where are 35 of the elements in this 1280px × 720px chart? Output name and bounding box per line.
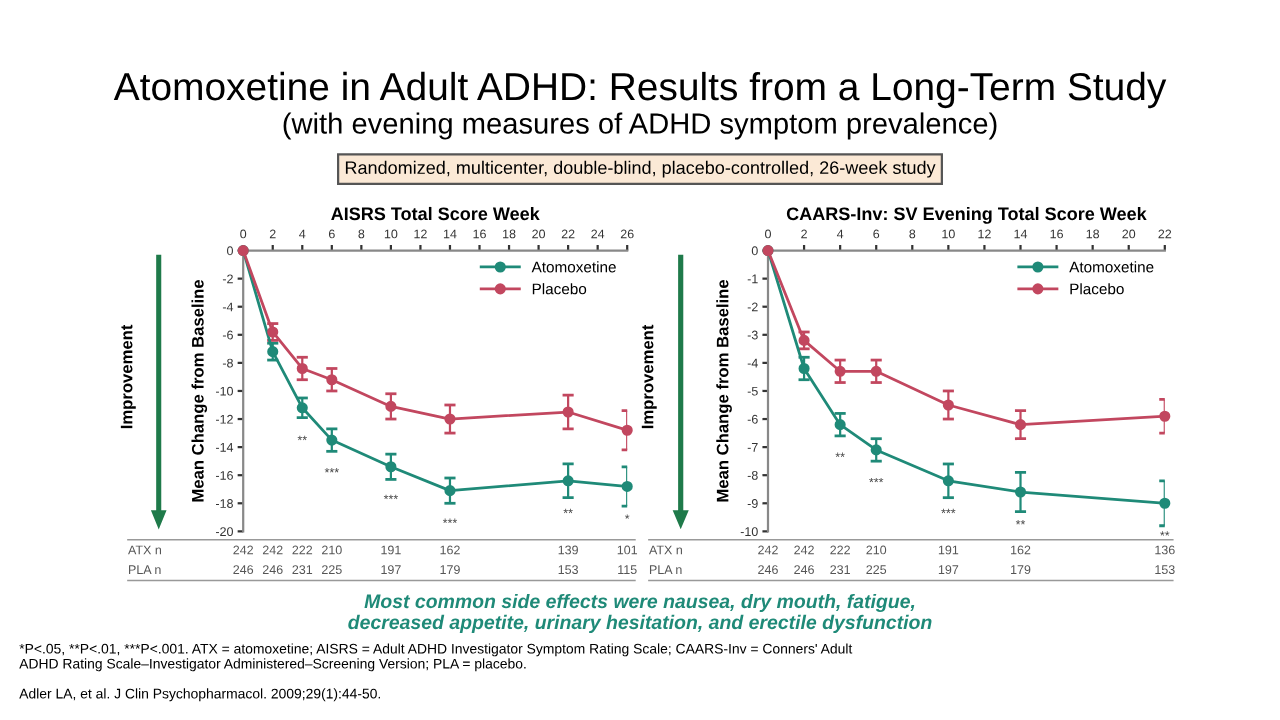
text: Atomoxetine in Adult ADHD: Results from a Long-Term Study bbox=[113, 71, 1167, 109]
point bbox=[870, 365, 882, 377]
point bbox=[444, 485, 456, 497]
text: (with evening measures of ADHD symptom prevalence) bbox=[283, 112, 997, 140]
text: Improvement bbox=[641, 324, 657, 429]
y-axis-title: Mean Change from Baseline bbox=[191, 279, 208, 502]
point bbox=[1014, 486, 1027, 498]
point bbox=[267, 326, 279, 338]
point bbox=[1159, 497, 1171, 509]
point bbox=[267, 346, 279, 358]
point bbox=[444, 413, 456, 425]
y-axis-title: Mean Change from Baseline bbox=[716, 279, 732, 502]
point bbox=[798, 362, 810, 375]
point bbox=[326, 434, 338, 446]
point bbox=[326, 374, 338, 386]
text: Improvement bbox=[120, 324, 136, 429]
point bbox=[385, 400, 397, 412]
text: Randomized, multicenter, double-blind, placebo-controlled, 26-week study bbox=[345, 160, 936, 178]
point bbox=[834, 365, 846, 377]
chart-title: AISRS Total Score Week bbox=[331, 206, 540, 221]
point bbox=[562, 406, 574, 418]
point bbox=[1014, 419, 1027, 431]
point bbox=[296, 362, 308, 375]
point bbox=[385, 461, 397, 473]
point bbox=[296, 402, 308, 414]
point bbox=[834, 419, 846, 431]
point bbox=[621, 480, 633, 492]
chart-title: CAARS-Inv: SV Evening Total Score Week bbox=[786, 206, 1147, 224]
point bbox=[562, 475, 574, 487]
point bbox=[942, 475, 954, 487]
point bbox=[1159, 410, 1171, 422]
text: Most common side effects were nausea, dry mouth, fatigue, decreased appetite, urinary hesitation, and erectile dysfunction bbox=[348, 593, 932, 633]
point bbox=[870, 444, 882, 456]
point bbox=[942, 399, 954, 411]
point bbox=[621, 424, 633, 436]
